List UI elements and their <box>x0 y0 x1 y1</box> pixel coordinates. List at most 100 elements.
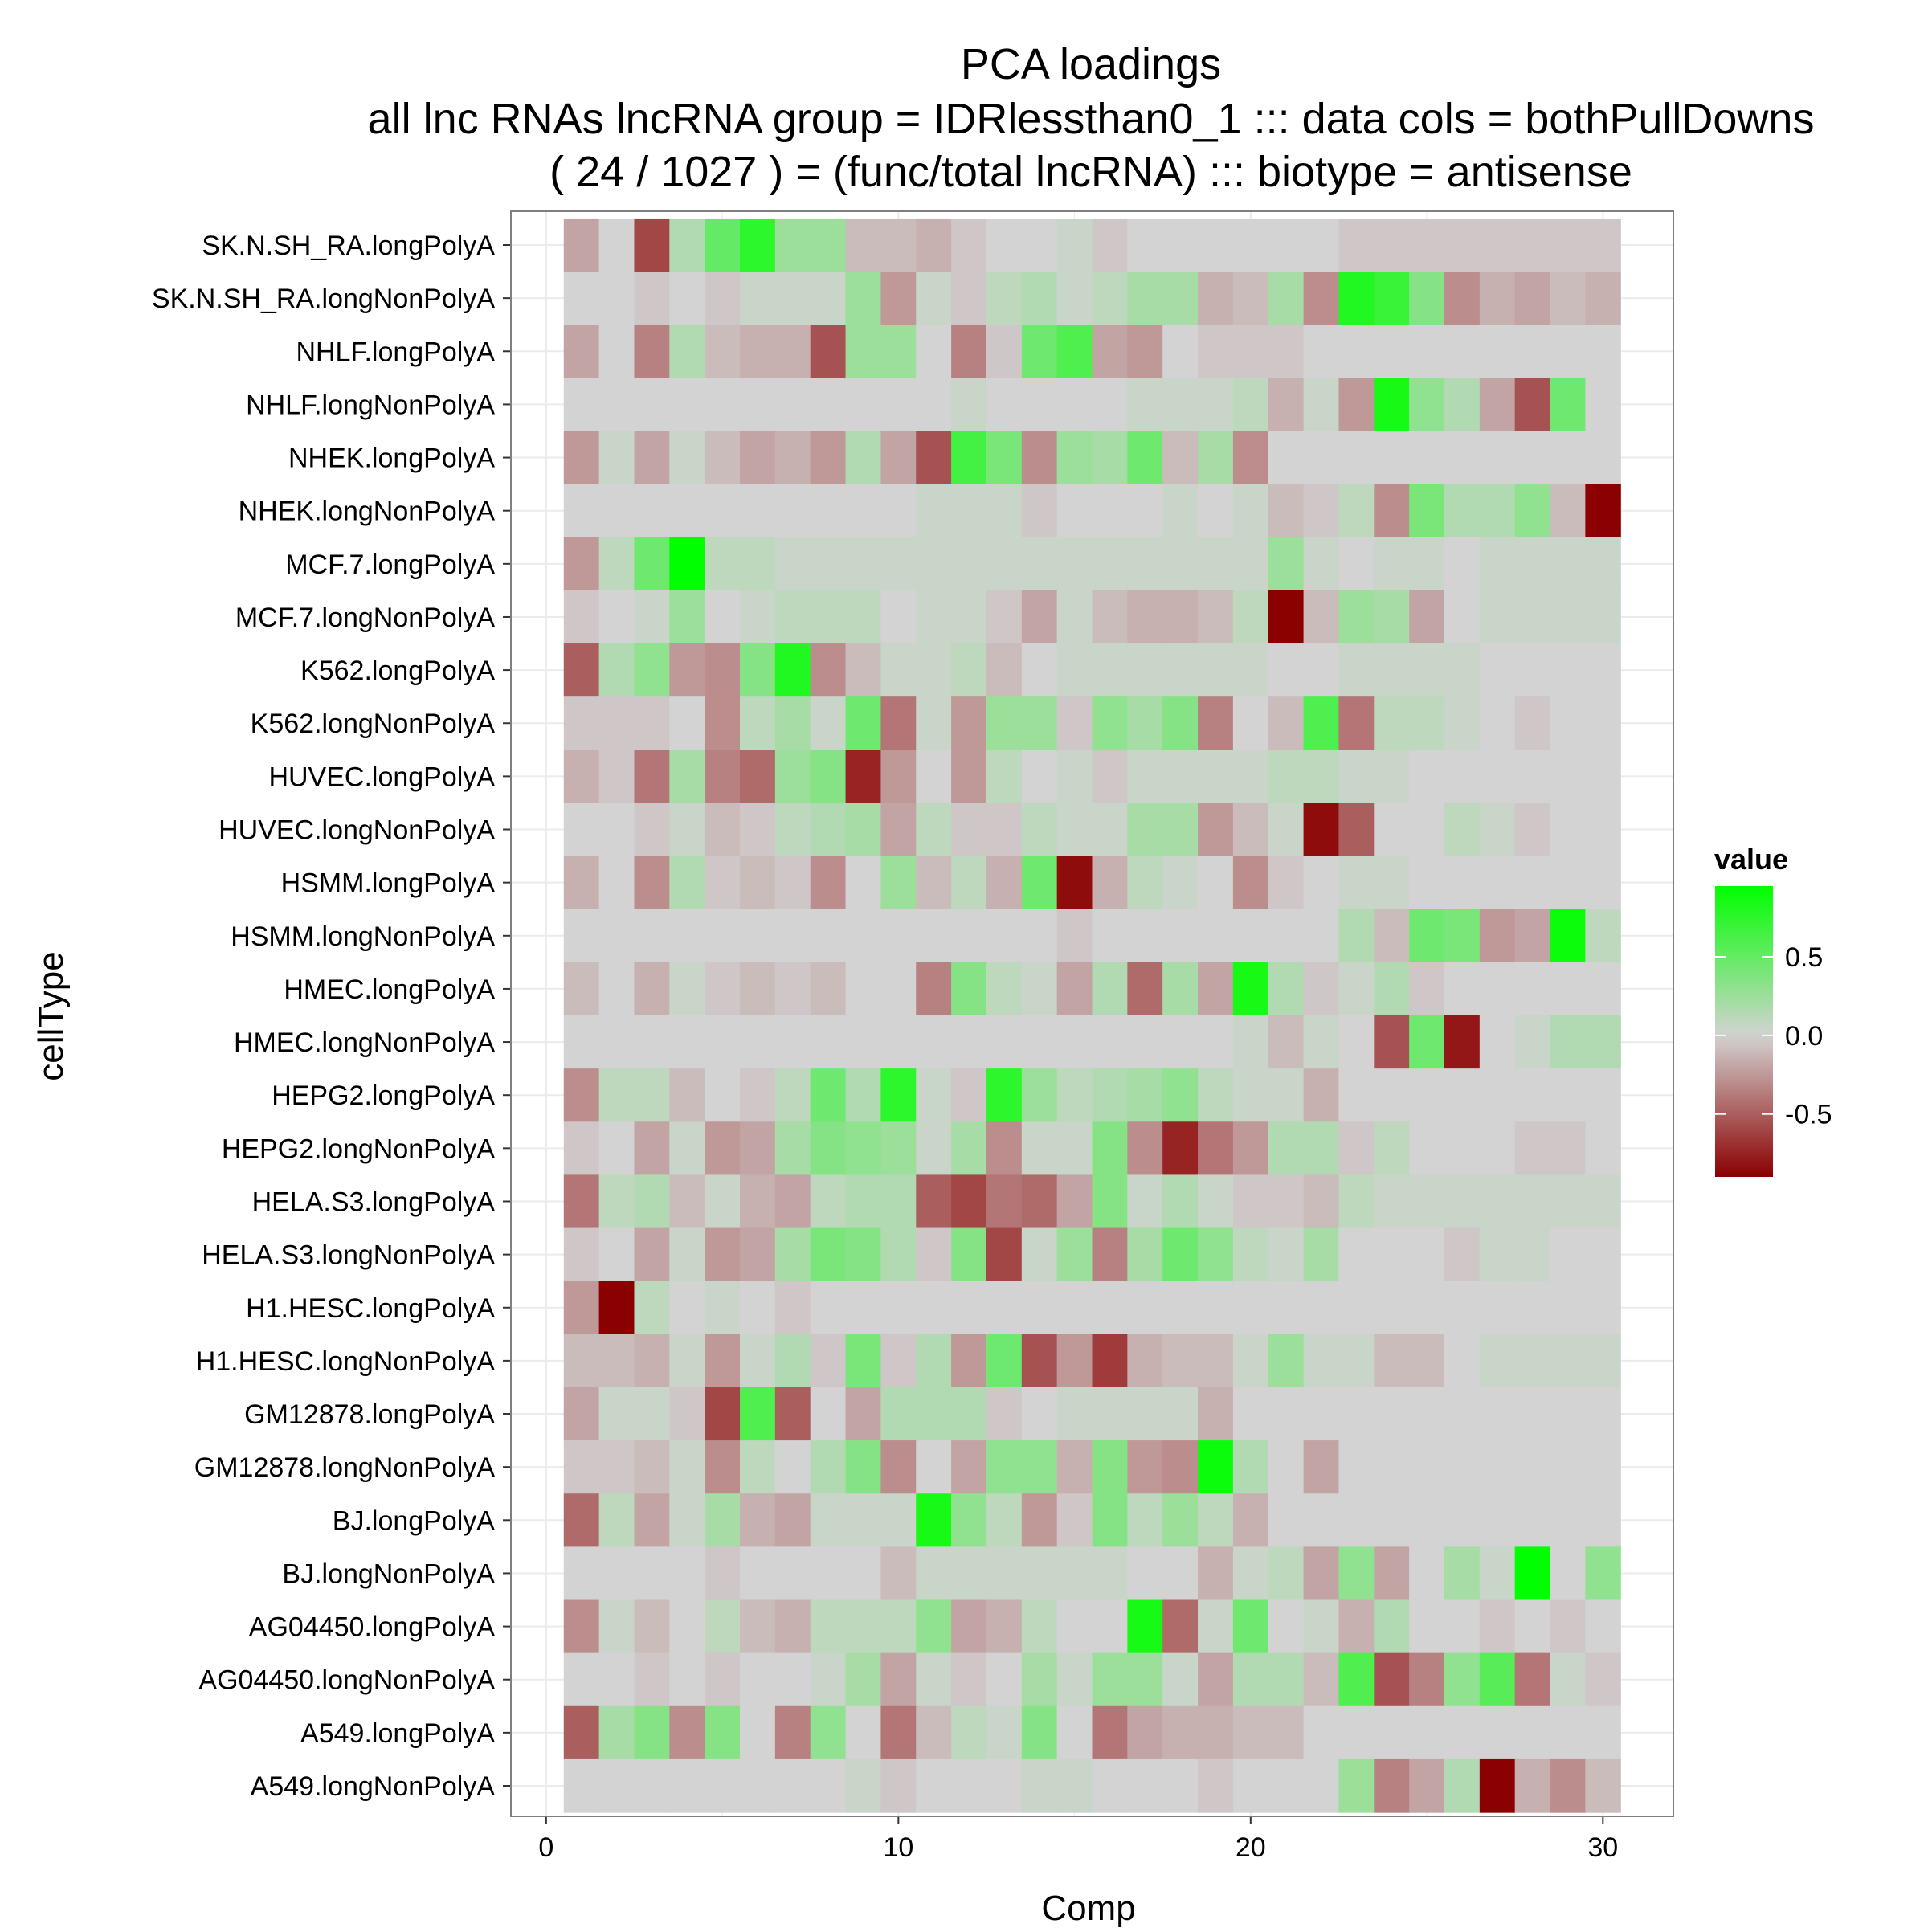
heatmap-cell <box>1021 1440 1058 1494</box>
y-tick-label: SK.N.SH_RA.longNonPolyA <box>152 284 495 314</box>
heatmap-cell <box>1232 218 1269 272</box>
heatmap-cell <box>916 1599 952 1654</box>
heatmap-cell <box>598 1599 635 1654</box>
heatmap-cells <box>563 218 1621 1813</box>
heatmap-cell <box>563 1227 600 1282</box>
heatmap-cell <box>1374 1015 1410 1069</box>
heatmap-cell <box>916 643 952 697</box>
heatmap-cell <box>1479 1546 1516 1601</box>
heatmap-cell <box>916 484 952 538</box>
heatmap-cell <box>1514 1121 1551 1176</box>
heatmap-cell <box>1162 962 1199 1016</box>
heatmap-cell <box>705 218 741 272</box>
heatmap-cell <box>1303 1652 1340 1707</box>
heatmap-cell <box>1092 537 1128 591</box>
heatmap-cell <box>810 696 847 750</box>
heatmap-cell <box>1303 1334 1340 1388</box>
heatmap-cell <box>1303 272 1340 325</box>
heatmap-cell <box>740 325 776 378</box>
y-axis: SK.N.SH_RA.longPolyA SK.N.SH_RA.longNonPo… <box>152 231 511 1802</box>
heatmap-cell <box>916 962 952 1016</box>
heatmap-cell <box>986 696 1023 750</box>
heatmap-cell <box>598 590 635 644</box>
heatmap-cell <box>740 1440 776 1494</box>
heatmap-cell <box>1198 1281 1234 1335</box>
heatmap-cell <box>774 325 811 378</box>
heatmap-cell <box>634 1387 670 1441</box>
heatmap-cell <box>705 643 741 697</box>
heatmap-cell <box>1514 272 1551 325</box>
heatmap-cell <box>1479 962 1516 1016</box>
heatmap-cell <box>1585 1334 1621 1388</box>
heatmap-cell <box>1127 378 1163 432</box>
heatmap-cell <box>1479 1387 1516 1441</box>
heatmap-cell <box>1268 1758 1305 1813</box>
heatmap-cell <box>705 856 741 910</box>
heatmap-cell <box>845 1174 882 1229</box>
heatmap-cell <box>1479 750 1516 804</box>
heatmap-cell <box>705 1387 741 1441</box>
heatmap-cell <box>1268 1387 1305 1441</box>
heatmap-cell <box>669 1121 705 1176</box>
heatmap-cell <box>1444 962 1481 1016</box>
heatmap-cell <box>1550 1758 1586 1813</box>
heatmap-cell <box>774 1758 811 1813</box>
heatmap-cell <box>1162 378 1199 432</box>
heatmap-cell <box>1021 1174 1058 1229</box>
heatmap-cell <box>1268 962 1305 1016</box>
heatmap-cell <box>951 484 987 538</box>
heatmap-cell <box>1550 1652 1586 1707</box>
heatmap-cell <box>1127 1440 1163 1494</box>
heatmap-cell <box>1092 325 1128 378</box>
heatmap-cell <box>1409 590 1445 644</box>
heatmap-cell <box>705 909 741 963</box>
heatmap-cell <box>951 1705 987 1760</box>
heatmap-cell <box>1303 803 1340 857</box>
heatmap-cell <box>1056 325 1093 378</box>
heatmap-cell <box>1127 1227 1163 1282</box>
heatmap-cell <box>1374 431 1410 485</box>
heatmap-cell <box>634 1068 670 1122</box>
heatmap-cell <box>1198 1334 1234 1388</box>
heatmap-cell <box>845 1440 882 1494</box>
heatmap-cell <box>986 1227 1023 1282</box>
heatmap-cell <box>1232 909 1269 963</box>
heatmap-cell <box>774 484 811 538</box>
heatmap-cell <box>1514 1387 1551 1441</box>
heatmap-cell <box>669 537 705 591</box>
heatmap-cell <box>1338 1493 1375 1547</box>
heatmap-cell <box>1479 1174 1516 1229</box>
heatmap-cell <box>705 1227 741 1282</box>
heatmap-cell <box>1092 484 1128 538</box>
heatmap-cell <box>1338 962 1375 1016</box>
x-tick-label: 10 <box>883 1832 913 1863</box>
heatmap-cell <box>669 272 705 325</box>
heatmap-cell <box>1127 909 1163 963</box>
heatmap-cell <box>1444 1068 1481 1122</box>
heatmap-cell <box>1479 1758 1516 1813</box>
heatmap-cell <box>598 378 635 432</box>
heatmap-cell <box>916 1281 952 1335</box>
heatmap-cell <box>1127 590 1163 644</box>
y-tick-label: GM12878.longNonPolyA <box>194 1452 496 1483</box>
heatmap-cell <box>1550 1334 1586 1388</box>
heatmap-cell <box>1374 1599 1410 1654</box>
heatmap-cell <box>810 750 847 804</box>
heatmap-cell <box>1303 325 1340 378</box>
heatmap-cell <box>1162 272 1199 325</box>
heatmap-cell <box>598 537 635 591</box>
heatmap-cell <box>951 1281 987 1335</box>
heatmap-cell <box>1409 1387 1445 1441</box>
heatmap-cell <box>1127 431 1163 485</box>
heatmap-cell <box>669 962 705 1016</box>
heatmap-cell <box>563 962 600 1016</box>
heatmap-cell <box>1021 537 1058 591</box>
heatmap-cell <box>1056 590 1093 644</box>
heatmap-cell <box>810 1068 847 1122</box>
heatmap-cell <box>1479 218 1516 272</box>
heatmap-cell <box>810 1387 847 1441</box>
heatmap-cell <box>1021 1281 1058 1335</box>
heatmap-cell <box>1409 1121 1445 1176</box>
heatmap-cell <box>563 750 600 804</box>
heatmap-cell <box>1374 378 1410 432</box>
